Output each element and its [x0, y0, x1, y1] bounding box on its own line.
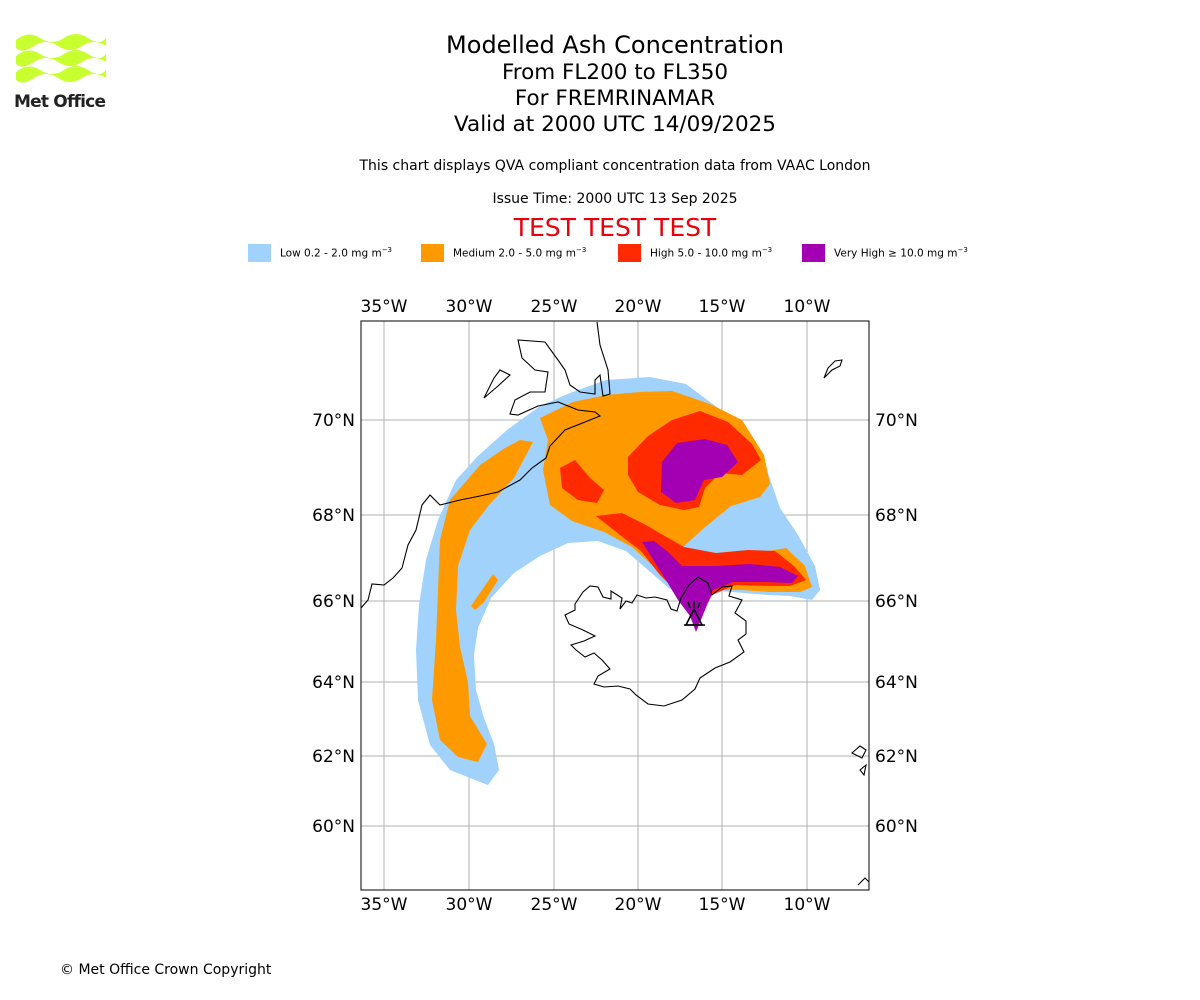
coastlines	[361, 321, 869, 886]
coastline-faroe	[851, 745, 867, 777]
ash-very-high-region	[642, 439, 798, 632]
lon-label-top: 10°W	[784, 297, 831, 317]
legend-swatch-very-high	[802, 244, 825, 262]
lon-label-bottom: 30°W	[446, 895, 493, 915]
legend-label-high: High 5.0 - 10.0 mg m	[650, 247, 762, 260]
lat-label-right: 70°N	[875, 411, 918, 431]
lat-label-right: 62°N	[875, 747, 918, 767]
met-office-waves-icon	[16, 34, 106, 83]
legend-swatch-low	[248, 244, 271, 262]
lon-label-bottom: 15°W	[699, 895, 746, 915]
test-banner: TEST TEST TEST	[513, 213, 717, 242]
lon-label-top: 15°W	[699, 297, 746, 317]
lon-label-bottom: 35°W	[361, 895, 408, 915]
copyright-notice: © Met Office Crown Copyright	[60, 962, 272, 978]
lon-label-top: 20°W	[615, 297, 662, 317]
coastline-greenland-inlet	[483, 369, 511, 399]
lon-label-bottom: 25°W	[531, 895, 578, 915]
coastline-greenland	[361, 321, 611, 609]
valid-time: Valid at 2000 UTC 14/09/2025	[453, 112, 776, 137]
lon-label-top: 25°W	[531, 297, 578, 317]
legend-label-low: Low 0.2 - 2.0 mg m	[280, 247, 382, 260]
lat-label-right: 60°N	[875, 817, 918, 837]
chart-title: Modelled Ash Concentration	[446, 31, 784, 59]
lon-labels-bottom: 35°W 30°W 25°W 20°W 15°W 10°W	[361, 895, 831, 915]
lat-labels-right: 70°N 68°N 66°N 64°N 62°N 60°N	[875, 411, 918, 837]
lat-label-right: 68°N	[875, 506, 918, 526]
legend-swatch-high	[618, 244, 641, 262]
lon-labels-top: 35°W 30°W 25°W 20°W 15°W 10°W	[361, 297, 831, 317]
lon-label-bottom: 10°W	[784, 895, 831, 915]
volcano-name: For FREMRINAMAR	[514, 86, 716, 111]
lon-label-top: 35°W	[361, 297, 408, 317]
lat-label-left: 68°N	[312, 506, 355, 526]
chart-title-block: Modelled Ash Concentration From FL200 to…	[315, 30, 915, 138]
chart-subtitle: This chart displays QVA compliant concen…	[359, 158, 871, 174]
legend-swatch-medium	[421, 244, 444, 262]
flight-level-range: From FL200 to FL350	[501, 60, 729, 85]
lon-label-top: 30°W	[446, 297, 493, 317]
lat-labels-left: 70°N 68°N 66°N 64°N 62°N 60°N	[312, 411, 355, 837]
coastline-iceland	[564, 576, 747, 707]
lat-label-left: 64°N	[312, 673, 355, 693]
lat-label-right: 64°N	[875, 673, 918, 693]
issue-time: Issue Time: 2000 UTC 13 Sep 2025	[492, 191, 738, 207]
lat-label-right: 66°N	[875, 592, 918, 612]
legend-label-medium: Medium 2.0 - 5.0 mg m	[453, 247, 576, 260]
lat-label-left: 66°N	[312, 592, 355, 612]
met-office-logo: Met Office	[14, 30, 109, 112]
volcano-icon	[684, 601, 705, 626]
logo-text: Met Office	[14, 92, 106, 112]
legend-label-very-high: Very High ≥ 10.0 mg m	[834, 247, 958, 260]
lat-label-left: 62°N	[312, 747, 355, 767]
map-frame	[360, 320, 870, 891]
lat-label-left: 70°N	[312, 411, 355, 431]
coastline-jan-mayen	[823, 359, 843, 379]
coastline-scotland	[857, 877, 869, 886]
lat-label-left: 60°N	[312, 817, 355, 837]
lon-label-bottom: 20°W	[615, 895, 662, 915]
